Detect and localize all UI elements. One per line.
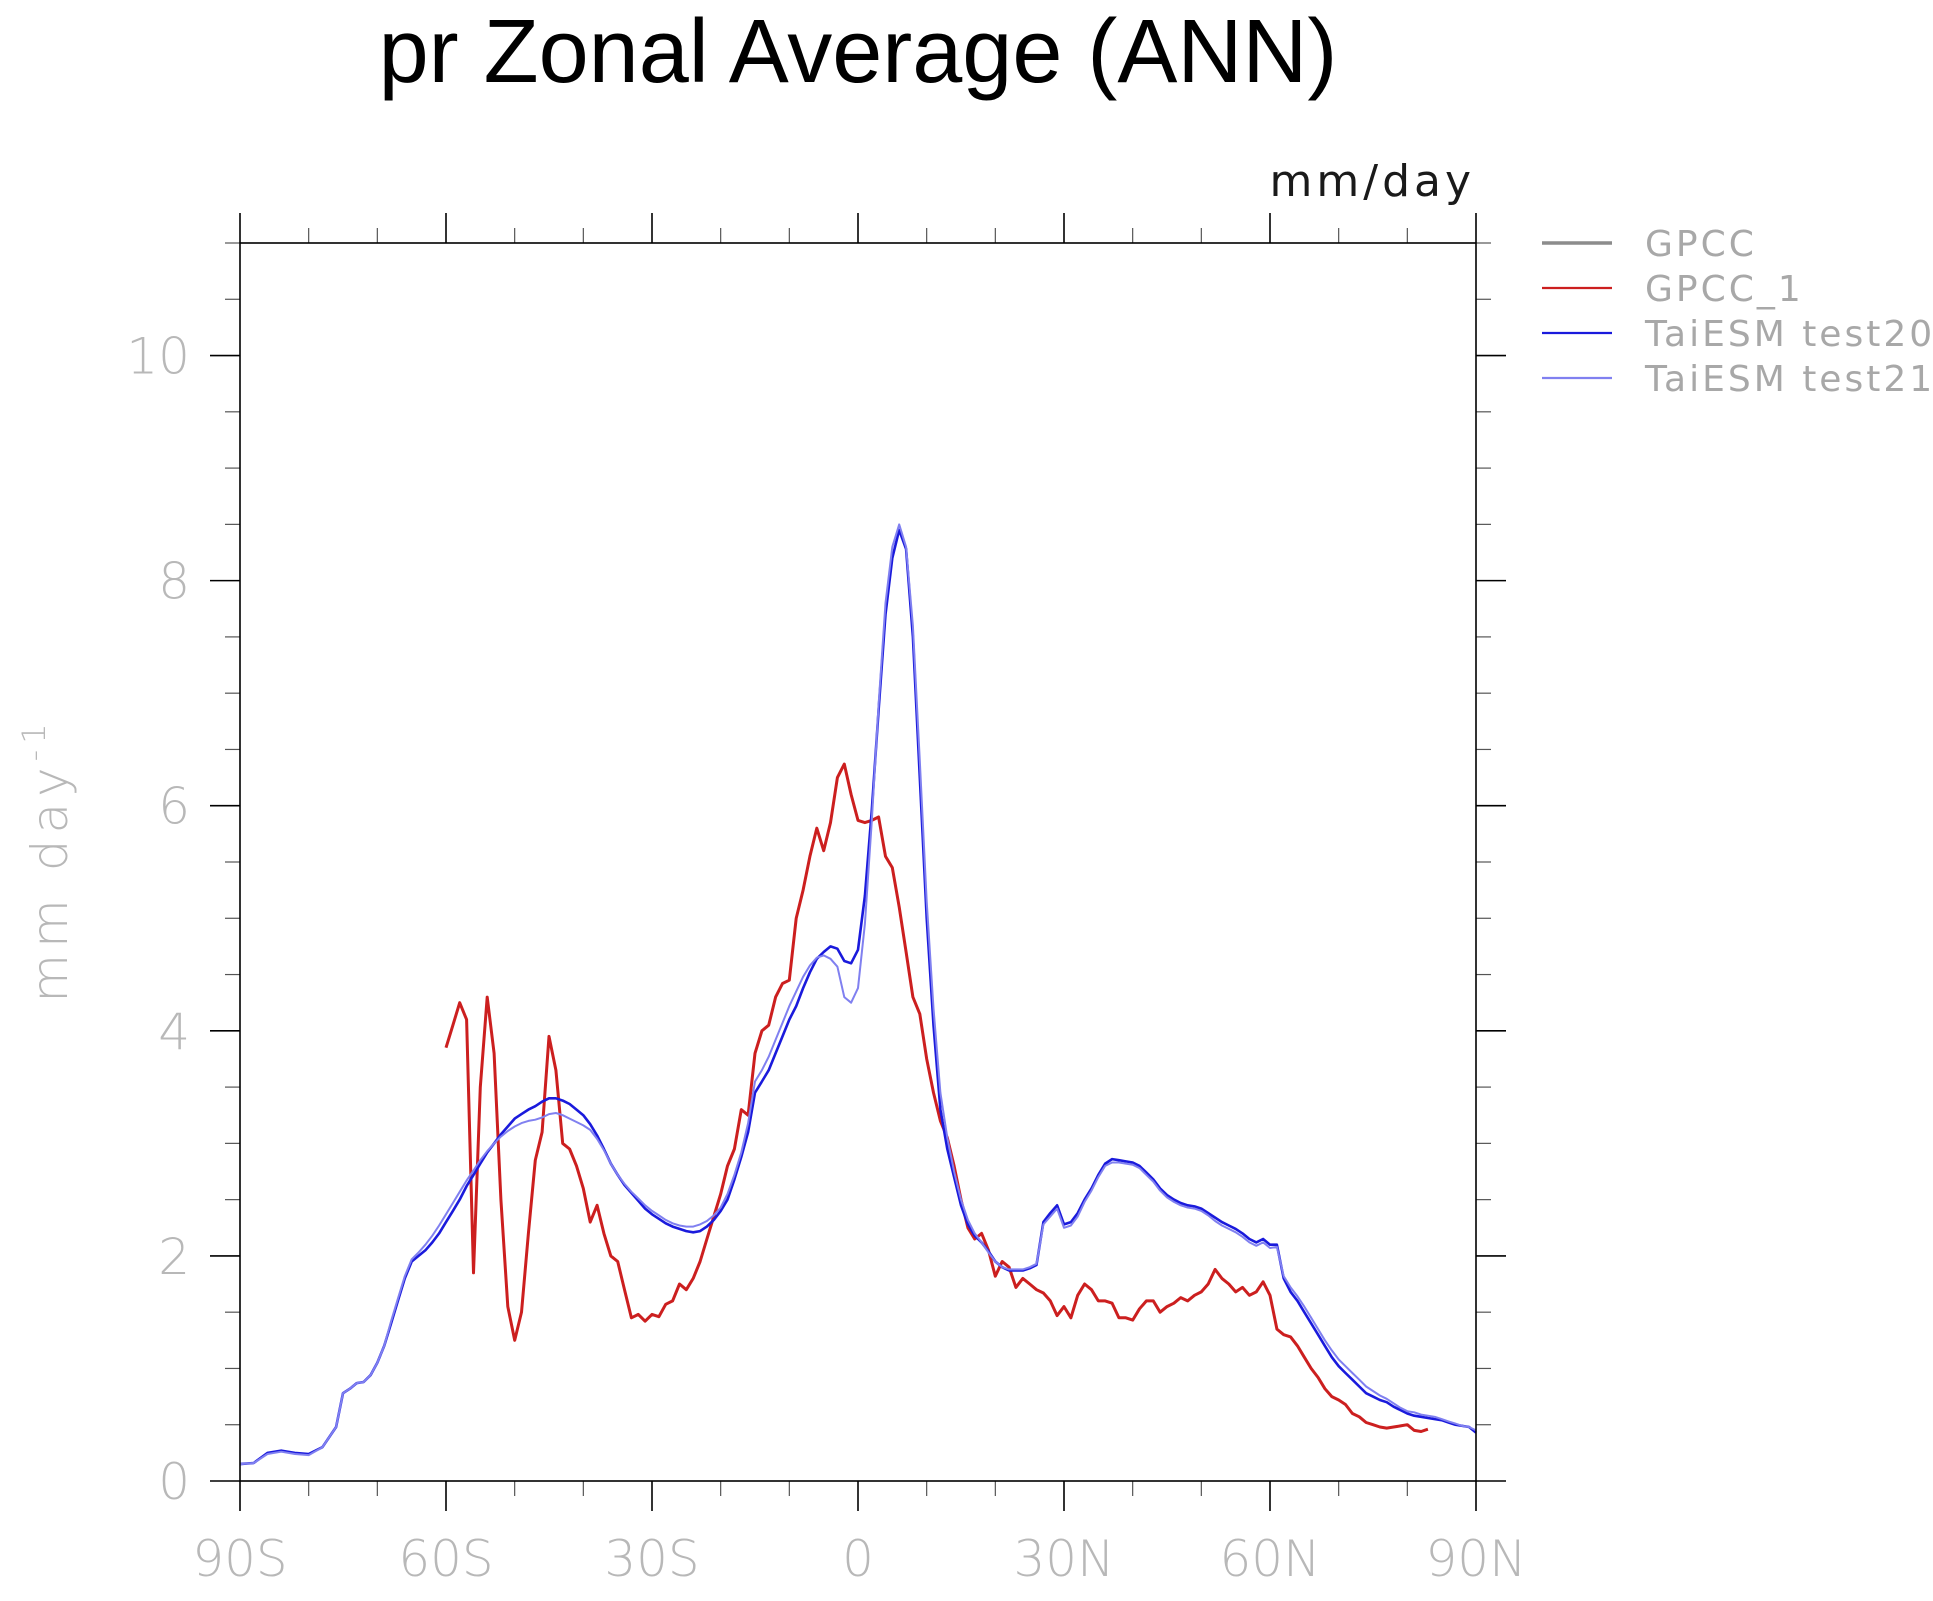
x-tick-label: 60S (398, 1530, 493, 1588)
y-axis-label: mm day-1 (15, 717, 79, 1002)
y-axis-label-exponent: -1 (15, 717, 53, 761)
x-tick-label: 60N (1219, 1530, 1320, 1588)
y-tick-label: 8 (158, 553, 190, 611)
y-tick-label: 0 (158, 1453, 190, 1511)
chart-title: pr Zonal Average (ANN) (379, 2, 1338, 102)
legend-label: GPCC (1645, 224, 1757, 265)
legend-label: GPCC_1 (1645, 269, 1804, 310)
y-tick-label: 6 (158, 778, 190, 836)
x-tick-label: 30S (604, 1530, 699, 1588)
x-tick-label: 90N (1425, 1530, 1526, 1588)
plot-frame (239, 242, 1477, 1482)
series-line-taiesm-test20 (239, 528, 1477, 1466)
x-tick-label: 0 (842, 1530, 874, 1588)
y-tick-label: 10 (126, 328, 190, 386)
y-axis-label-text: mm day (21, 761, 79, 1002)
series-line-gpcc-1 (444, 762, 1429, 1433)
x-tick-label: 30N (1013, 1530, 1114, 1588)
series-lines (239, 523, 1477, 1466)
series-line-taiesm-test21 (239, 523, 1477, 1466)
x-tick-label: 90S (192, 1530, 287, 1588)
units-label: mm/day (1270, 156, 1475, 207)
y-tick-label: 2 (158, 1228, 190, 1286)
legend-label: TaiESM test21 (1644, 359, 1933, 400)
legend-label: TaiESM test20 (1644, 314, 1933, 355)
axis-ticks (210, 213, 1506, 1511)
tick-labels: 90S 60S 30S 0 30N 60N 90N 0 2 4 6 8 10 (126, 328, 1526, 1588)
y-tick-label: 4 (158, 1003, 190, 1061)
